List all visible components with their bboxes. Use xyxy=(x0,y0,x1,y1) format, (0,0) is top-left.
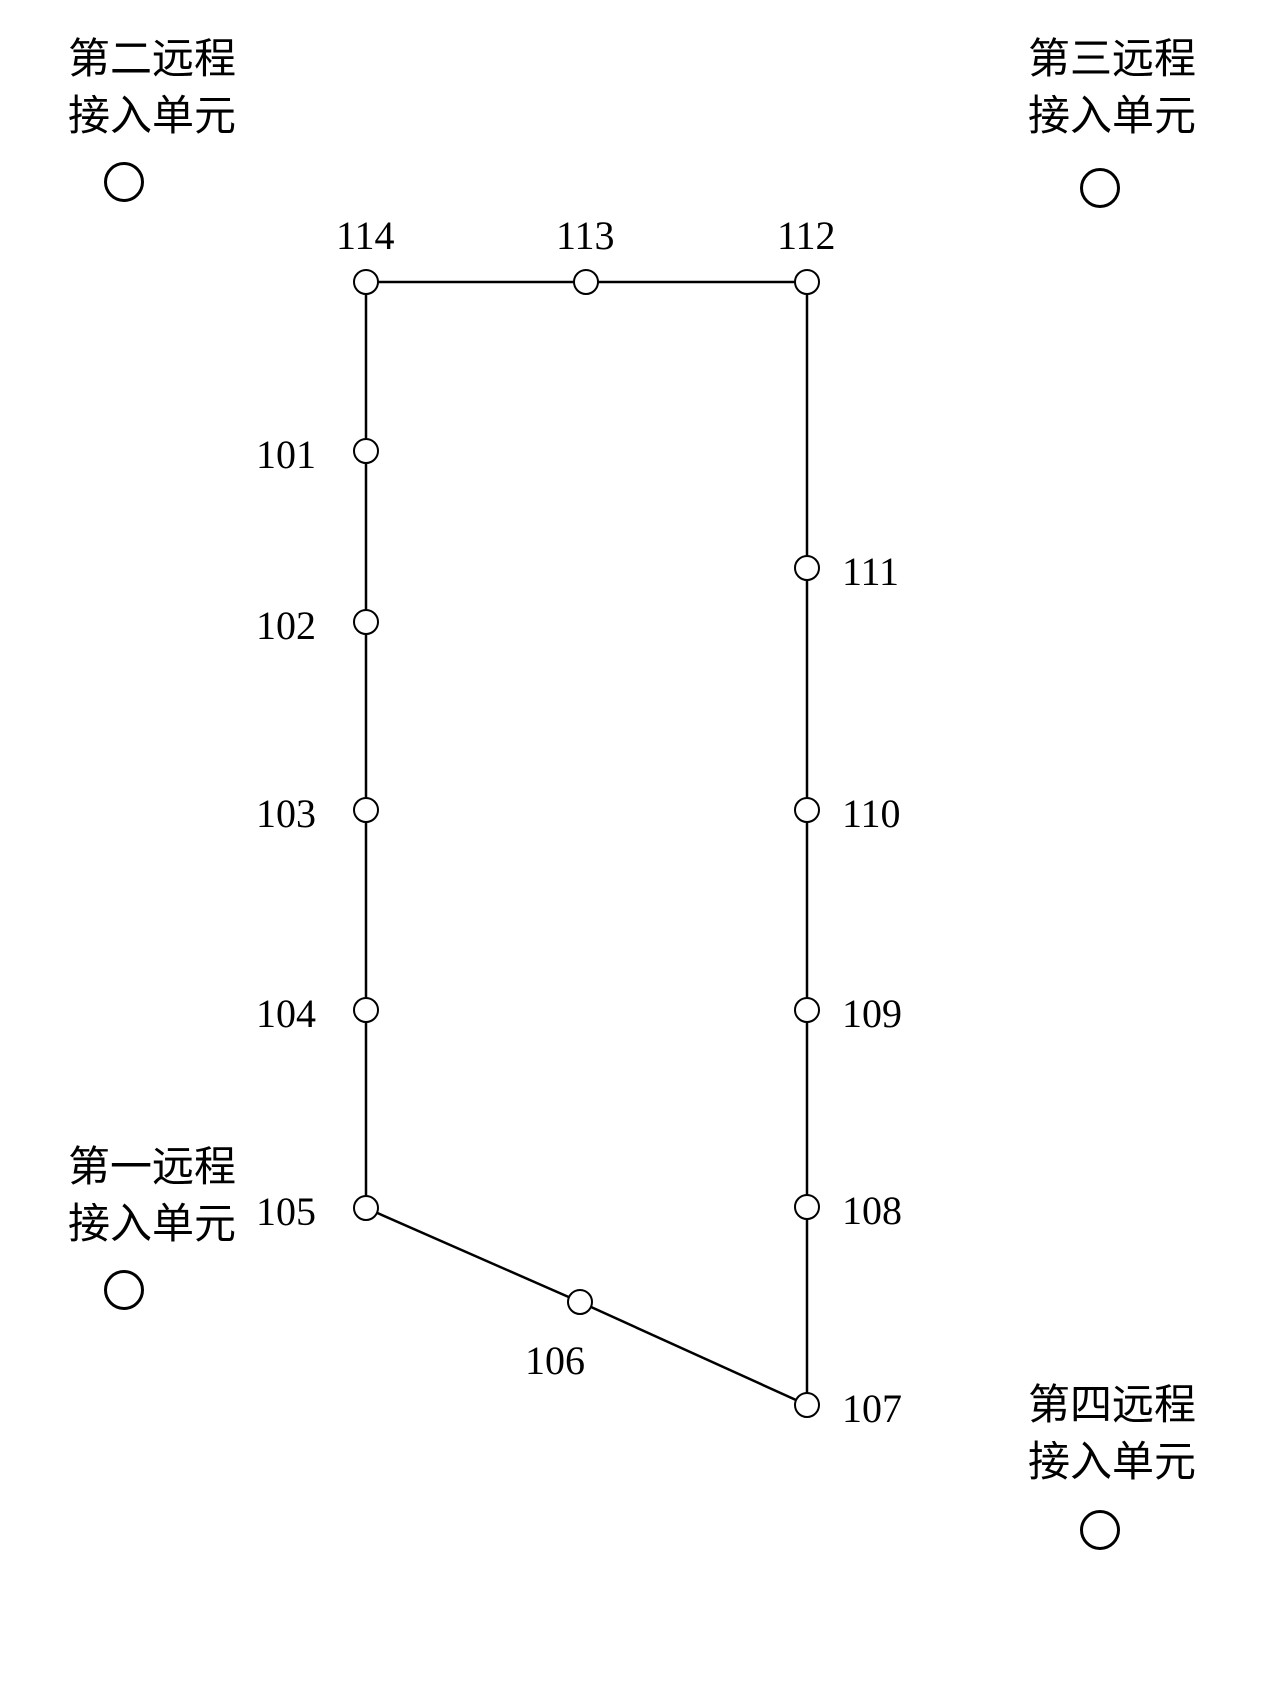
node-109 xyxy=(794,997,820,1023)
node-label-101: 101 xyxy=(256,431,316,478)
unit-label-line2: 接入单元 xyxy=(1028,1435,1196,1492)
node-label-108: 108 xyxy=(842,1187,902,1234)
unit-circle-unit3 xyxy=(1080,168,1120,208)
node-111 xyxy=(794,555,820,581)
unit-label-line1: 第三远程 xyxy=(1028,32,1196,89)
node-label-104: 104 xyxy=(256,990,316,1037)
unit-circle-unit4 xyxy=(1080,1510,1120,1550)
unit-label-line2: 接入单元 xyxy=(68,1197,236,1254)
unit-label-unit4: 第四远程接入单元 xyxy=(1028,1378,1196,1491)
node-114 xyxy=(353,269,379,295)
node-label-106: 106 xyxy=(525,1337,585,1384)
node-label-110: 110 xyxy=(842,790,901,837)
node-110 xyxy=(794,797,820,823)
node-108 xyxy=(794,1194,820,1220)
node-107 xyxy=(794,1392,820,1418)
node-104 xyxy=(353,997,379,1023)
node-label-112: 112 xyxy=(777,212,836,259)
unit-label-unit3: 第三远程接入单元 xyxy=(1028,32,1196,145)
node-label-107: 107 xyxy=(842,1385,902,1432)
unit-label-line1: 第一远程 xyxy=(68,1140,236,1197)
unit-label-unit1: 第一远程接入单元 xyxy=(68,1140,236,1253)
node-label-113: 113 xyxy=(556,212,615,259)
node-112 xyxy=(794,269,820,295)
node-label-109: 109 xyxy=(842,990,902,1037)
node-113 xyxy=(573,269,599,295)
edge xyxy=(580,1302,807,1405)
node-label-111: 111 xyxy=(842,548,899,595)
unit-label-line2: 接入单元 xyxy=(1028,89,1196,146)
unit-label-line2: 接入单元 xyxy=(68,89,236,146)
unit-circle-unit1 xyxy=(104,1270,144,1310)
unit-label-unit2: 第二远程接入单元 xyxy=(68,32,236,145)
node-102 xyxy=(353,609,379,635)
edge xyxy=(366,1208,580,1302)
node-103 xyxy=(353,797,379,823)
node-label-102: 102 xyxy=(256,602,316,649)
network-diagram: 101 102 103 104 105 106 107 108 109 110 111 112 113 1… xyxy=(0,0,1280,1686)
node-105 xyxy=(353,1195,379,1221)
unit-circle-unit2 xyxy=(104,162,144,202)
node-106 xyxy=(567,1289,593,1315)
node-label-103: 103 xyxy=(256,790,316,837)
unit-label-line1: 第二远程 xyxy=(68,32,236,89)
node-label-114: 114 xyxy=(336,212,395,259)
node-101 xyxy=(353,438,379,464)
node-label-105: 105 xyxy=(256,1188,316,1235)
unit-label-line1: 第四远程 xyxy=(1028,1378,1196,1435)
